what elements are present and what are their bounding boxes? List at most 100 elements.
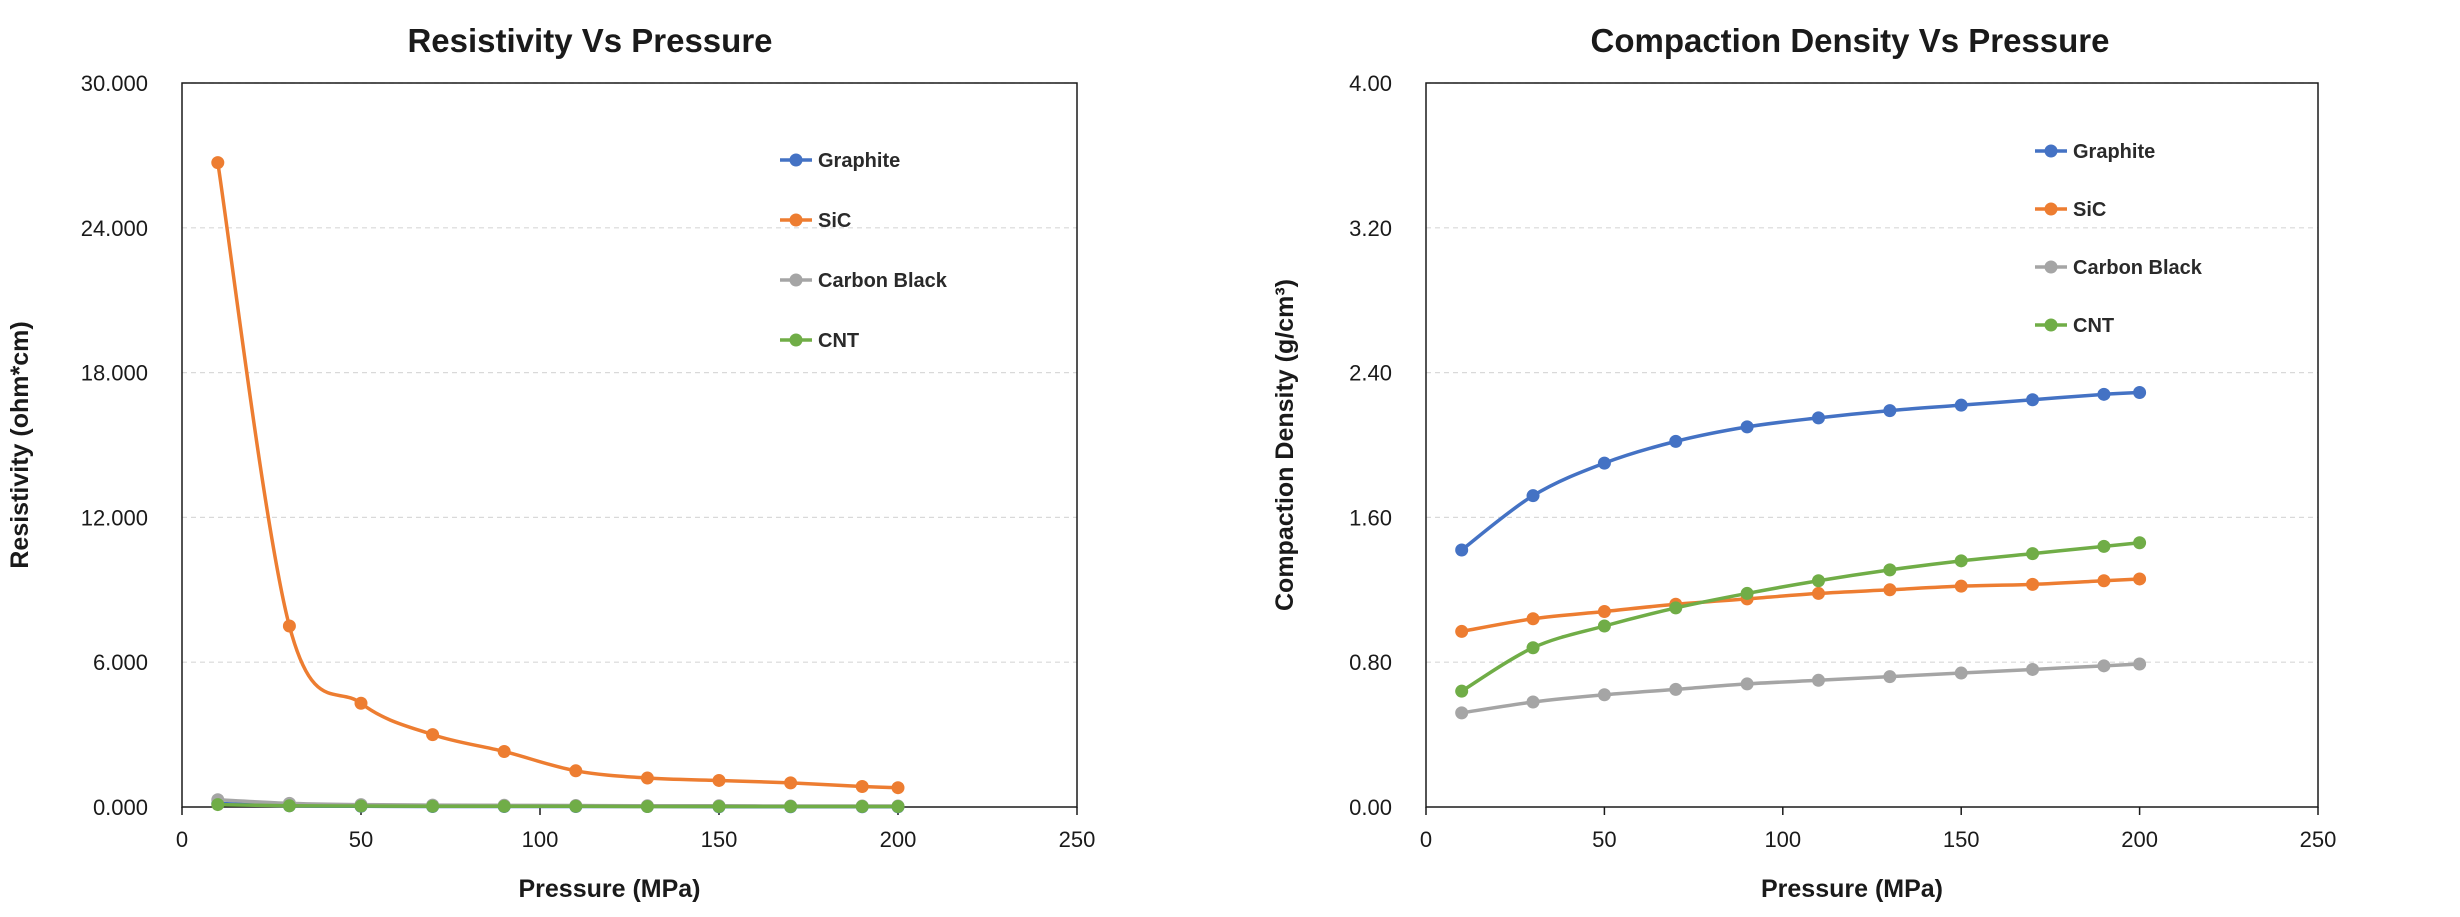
y-tick-label: 30.000 — [81, 71, 148, 96]
data-point-sic — [712, 773, 726, 787]
x-tick-label: 50 — [349, 827, 373, 852]
y-tick-label: 6.000 — [93, 650, 148, 675]
data-point-carbon-black — [1954, 666, 1968, 680]
data-point-carbon-black — [2133, 657, 2147, 671]
data-point-sic — [426, 728, 440, 742]
y-tick-label: 0.000 — [93, 795, 148, 820]
data-point-sic — [1883, 583, 1897, 597]
x-tick-label: 50 — [1592, 827, 1616, 852]
legend-swatch-marker — [2044, 318, 2058, 332]
y-tick-label: 3.20 — [1349, 216, 1392, 241]
x-tick-label: 250 — [1059, 827, 1096, 852]
data-point-cnt — [426, 799, 440, 813]
legend-label-carbon-black: Carbon Black — [818, 270, 948, 292]
legend-label-cnt: CNT — [2073, 315, 2114, 337]
data-point-carbon-black — [1526, 695, 1540, 709]
legend-swatch-marker — [2044, 144, 2058, 158]
data-point-cnt — [2026, 547, 2040, 561]
data-point-sic — [2133, 572, 2147, 586]
data-point-graphite — [1526, 489, 1540, 503]
data-point-cnt — [1883, 563, 1897, 577]
series-line-sic — [216, 162, 899, 790]
legend-swatch-marker — [2044, 202, 2058, 216]
data-point-cnt — [1740, 586, 1754, 600]
y-tick-label: 24.000 — [81, 216, 148, 241]
legend-label-graphite: Graphite — [2073, 141, 2155, 163]
x-axis-label: Pressure (MPa) — [518, 875, 700, 903]
data-point-graphite — [1597, 456, 1611, 470]
data-point-cnt — [1597, 619, 1611, 633]
data-point-graphite — [2026, 393, 2040, 407]
data-point-sic — [211, 156, 225, 170]
series-line-graphite — [1460, 390, 2140, 552]
legend-swatch-marker — [789, 333, 803, 347]
y-tick-label: 12.000 — [81, 505, 148, 530]
data-point-sic — [1811, 586, 1825, 600]
data-point-sic — [1954, 579, 1968, 593]
resistivity-chart: 0 50 100 150 200 250 0.000 6.000 12.000 18.000 24.… — [6, 22, 1095, 903]
legend-swatch-marker — [789, 273, 803, 287]
y-tick-label: 1.60 — [1349, 505, 1392, 530]
legend-label-sic: SiC — [2073, 199, 2106, 221]
data-point-cnt — [1954, 554, 1968, 568]
data-point-graphite — [1954, 398, 1968, 412]
y-tick-label: 4.00 — [1349, 71, 1392, 96]
x-axis-label: Pressure (MPa) — [1761, 875, 1943, 903]
legend-label-sic: SiC — [818, 210, 851, 232]
data-point-cnt — [354, 799, 368, 813]
data-point-carbon-black — [1811, 673, 1825, 687]
legend-label-cnt: CNT — [818, 330, 859, 352]
legend-swatch-marker — [789, 153, 803, 167]
data-point-carbon-black — [1740, 677, 1754, 691]
data-point-sic — [1526, 612, 1540, 626]
data-point-sic — [569, 764, 583, 778]
compaction-density-chart: 0 50 100 150 200 250 0.00 0.80 1.60 2.40 3.20 4.00 C… — [1271, 22, 2336, 903]
legend-swatch-marker — [789, 213, 803, 227]
data-point-sic — [1597, 605, 1611, 619]
y-tick-label: 18.000 — [81, 361, 148, 386]
x-tick-label: 100 — [522, 827, 559, 852]
data-point-cnt — [891, 800, 905, 814]
legend-swatch-marker — [2044, 260, 2058, 274]
data-point-sic — [784, 776, 798, 790]
x-tick-label: 200 — [880, 827, 917, 852]
legend-label-carbon-black: Carbon Black — [2073, 257, 2203, 279]
data-point-sic — [640, 771, 654, 785]
chart-title: Compaction Density Vs Pressure — [1590, 22, 2109, 59]
data-point-cnt — [1811, 574, 1825, 588]
data-point-carbon-black — [2026, 662, 2040, 676]
legend-label-graphite: Graphite — [818, 150, 900, 172]
data-point-cnt — [784, 800, 798, 814]
data-point-sic — [2026, 577, 2040, 591]
x-tick-label: 0 — [1420, 827, 1432, 852]
y-axis-label: Compaction Density (g/cm³) — [1271, 279, 1299, 611]
data-point-carbon-black — [1455, 706, 1469, 720]
x-tick-label: 150 — [1943, 827, 1980, 852]
data-point-carbon-black — [1597, 688, 1611, 702]
x-tick-label: 100 — [1764, 827, 1801, 852]
data-point-cnt — [211, 798, 225, 812]
y-tick-label: 0.80 — [1349, 650, 1392, 675]
data-point-cnt — [855, 800, 869, 814]
data-point-sic — [282, 619, 296, 633]
data-point-cnt — [2097, 539, 2111, 553]
data-point-graphite — [1740, 420, 1754, 434]
data-point-sic — [2097, 574, 2111, 588]
data-point-cnt — [569, 799, 583, 813]
data-point-sic — [354, 696, 368, 710]
chart-title: Resistivity Vs Pressure — [407, 22, 772, 59]
plot-frame — [181, 82, 1078, 808]
data-point-graphite — [2097, 387, 2111, 401]
data-point-cnt — [1669, 601, 1683, 615]
data-point-cnt — [640, 800, 654, 814]
data-point-cnt — [712, 800, 726, 814]
data-point-cnt — [2133, 536, 2147, 550]
y-tick-label: 0.00 — [1349, 795, 1392, 820]
data-point-carbon-black — [1669, 682, 1683, 696]
data-point-cnt — [1526, 641, 1540, 655]
data-point-graphite — [1883, 404, 1897, 418]
x-tick-label: 250 — [2300, 827, 2337, 852]
data-point-cnt — [1455, 684, 1469, 698]
data-point-graphite — [2133, 386, 2147, 400]
